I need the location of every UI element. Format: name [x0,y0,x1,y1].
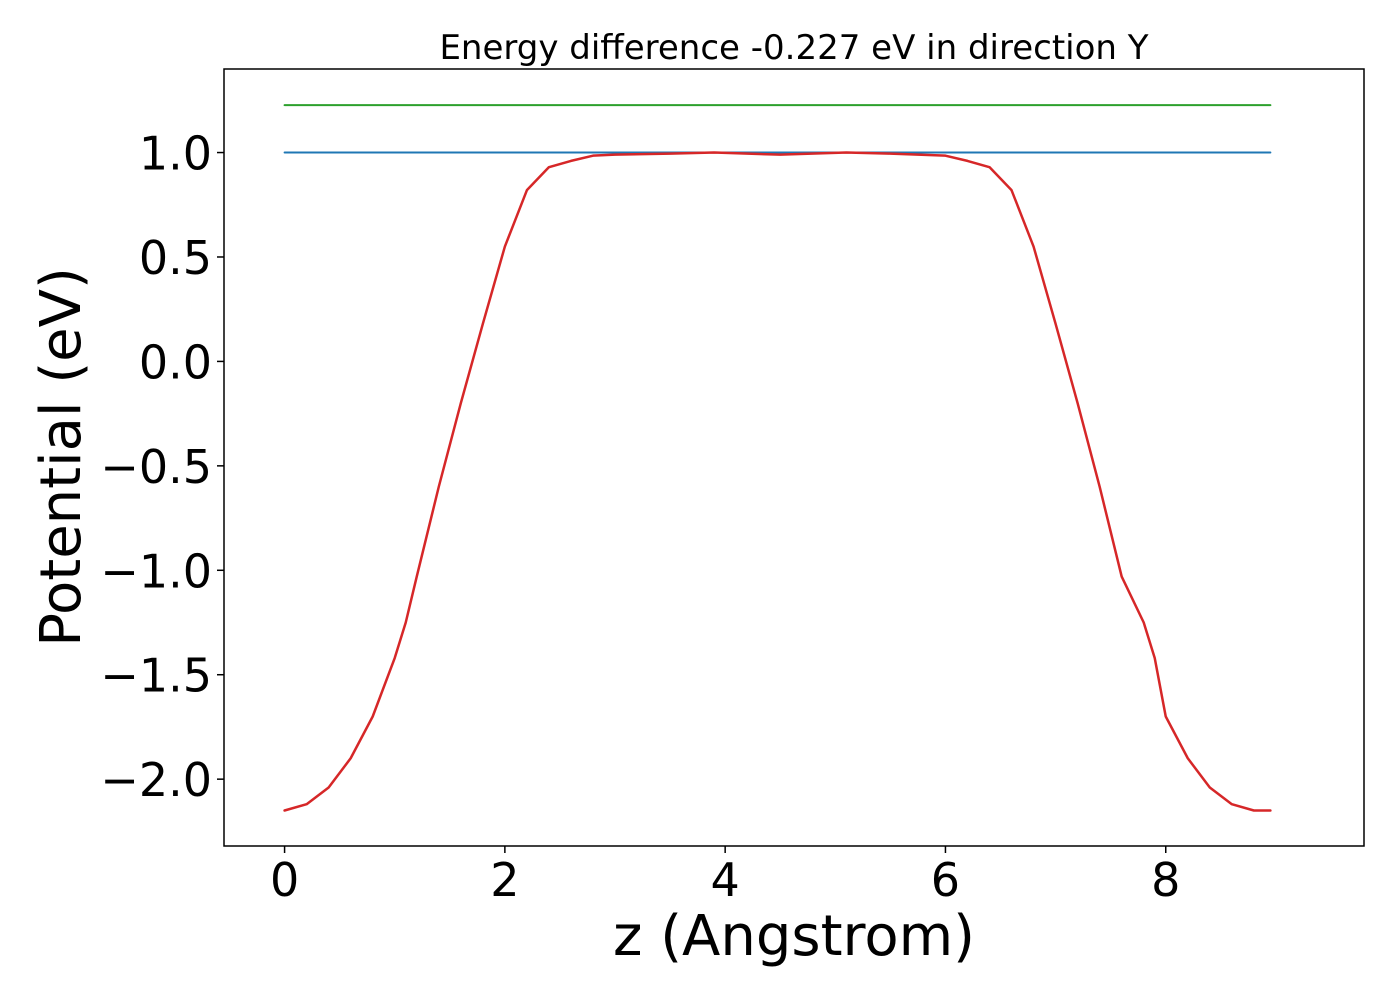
axes-frame [223,68,1365,847]
series-line-0 [283,151,1272,812]
plot-area [283,104,1272,812]
y-tick-label: −1.5 [100,649,212,703]
y-tick-label: 0.5 [139,231,212,285]
chart-title: Energy difference -0.227 eV in direction… [439,28,1148,68]
x-tick-label: 8 [1151,853,1180,907]
y-tick-label: 1.0 [139,127,212,181]
axis-ticks: 0 2 4 6 8 −2.0 −1.5 −1.0 −0.5 0.0 0.5 1.0 [100,127,1180,907]
x-tick-label: 6 [931,853,960,907]
x-tick-label: 4 [711,853,740,907]
y-axis-label: Potential (eV) [29,267,94,647]
y-tick-label: −0.5 [100,440,212,494]
x-axis-label: z (Angstrom) [613,904,975,969]
y-tick-label: −1.0 [100,544,212,598]
y-tick-label: 0.0 [139,335,212,389]
x-tick-label: 2 [490,853,519,907]
x-tick-label: 0 [270,853,299,907]
y-tick-label: −2.0 [100,753,212,807]
